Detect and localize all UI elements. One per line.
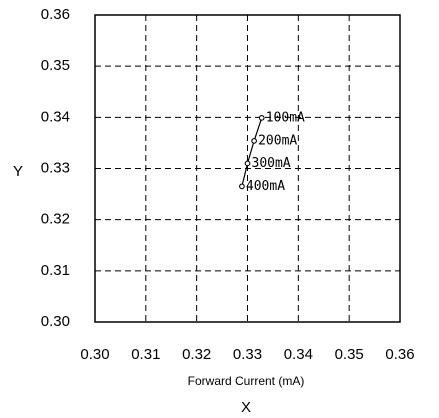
plot-area-frame (94, 14, 401, 323)
series-line (241, 117, 263, 187)
data-point-label: 100mA (266, 110, 305, 125)
data-point-label: 200mA (258, 133, 297, 148)
y-tick-label: 0.33 (41, 159, 70, 176)
x-tick-label: 0.31 (131, 346, 160, 363)
x-tick-label: 0.30 (80, 346, 109, 363)
data-point-label: 300mA (252, 156, 291, 171)
y-tick-labels: 0.30 0.31 0.32 0.33 0.34 0.35 0.36 (41, 6, 70, 330)
y-tick-label: 0.36 (41, 6, 70, 23)
x-tick-label: 0.35 (335, 346, 364, 363)
data-point (258, 114, 265, 121)
x-tick-label: 0.33 (233, 346, 262, 363)
y-axis-label: Y (13, 163, 23, 180)
data-point-label: 400mA (246, 179, 285, 194)
series: 100mA 200mA 300mA 400mA (239, 110, 305, 194)
y-tick-label: 0.34 (41, 108, 70, 125)
y-tick-label: 0.30 (41, 313, 70, 330)
data-point (244, 160, 251, 167)
x-tick-label: 0.34 (284, 346, 313, 363)
y-tick-label: 0.35 (41, 57, 70, 74)
x-tick-label: 0.36 (385, 346, 414, 363)
data-point (251, 138, 257, 144)
x-axis-label: X (241, 399, 251, 416)
y-tick-label: 0.31 (41, 262, 70, 279)
y-tick-label: 0.32 (41, 211, 70, 228)
x-axis-title: Forward Current (mA) (188, 374, 305, 388)
grid-lines (95, 15, 400, 322)
x-tick-label: 0.32 (182, 346, 211, 363)
x-tick-labels: 0.30 0.31 0.32 0.33 0.34 0.35 0.36 (80, 346, 414, 363)
data-point (239, 183, 245, 190)
